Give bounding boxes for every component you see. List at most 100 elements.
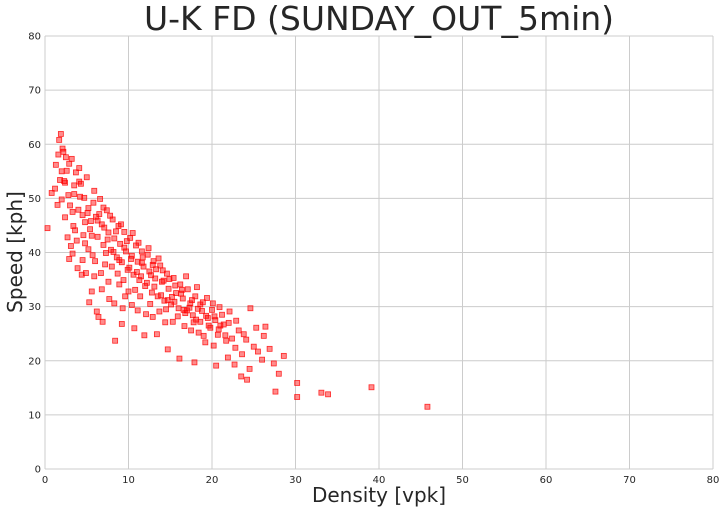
data-point [79, 212, 86, 219]
data-point [318, 389, 325, 396]
data-point [58, 168, 65, 175]
data-point [106, 296, 113, 302]
data-point [88, 232, 95, 239]
data-point [246, 365, 253, 372]
y-tick-label: 50 [28, 194, 41, 205]
data-point [161, 297, 168, 304]
data-point [177, 281, 184, 288]
data-point [76, 178, 83, 185]
data-point [116, 257, 123, 263]
data-point [99, 318, 106, 325]
x-tick-labels: 0 10 20 30 40 50 60 70 80 [42, 475, 720, 486]
data-point [141, 332, 148, 339]
data-points [44, 131, 431, 410]
data-point [164, 270, 170, 277]
data-point [108, 263, 115, 270]
data-point [126, 264, 133, 271]
data-point [212, 317, 219, 324]
data-point [44, 225, 51, 232]
x-axis-label: Density [vpk] [312, 483, 446, 507]
data-point [135, 239, 142, 246]
data-point [132, 286, 139, 293]
data-point [188, 327, 195, 334]
data-point [244, 376, 250, 383]
y-tick-label: 80 [28, 32, 41, 43]
data-point [136, 277, 143, 284]
data-point [247, 305, 254, 312]
data-point [97, 196, 104, 202]
data-point [98, 270, 104, 276]
data-point [69, 250, 76, 257]
data-point [83, 270, 89, 276]
data-point [54, 201, 61, 208]
x-tick-label: 40 [373, 475, 386, 486]
data-point [85, 205, 92, 212]
data-point [56, 137, 63, 143]
data-point [139, 254, 146, 261]
data-point [262, 323, 269, 330]
y-tick-label: 40 [28, 248, 41, 259]
data-point [217, 322, 224, 329]
data-point [58, 196, 65, 203]
data-point [220, 321, 227, 328]
data-point [176, 355, 183, 362]
data-point [111, 300, 118, 307]
data-point [194, 284, 200, 291]
data-point [223, 337, 230, 344]
data-point [118, 221, 124, 228]
data-point [224, 354, 231, 361]
data-point [105, 229, 112, 236]
data-point [123, 238, 130, 245]
y-axis-label: Speed [kph] [3, 191, 27, 313]
data-point [128, 252, 135, 259]
data-point [81, 194, 88, 201]
data-point [226, 308, 233, 315]
data-point [164, 297, 171, 304]
data-point [207, 324, 214, 331]
data-point [192, 293, 199, 300]
data-point [98, 286, 105, 293]
data-point [120, 277, 127, 284]
data-point [174, 313, 181, 320]
data-point [69, 209, 76, 215]
data-point [62, 214, 68, 221]
data-point [71, 191, 78, 197]
data-point [121, 244, 128, 251]
data-point [294, 394, 301, 400]
data-point [181, 323, 188, 330]
data-point [95, 314, 102, 320]
data-point [88, 288, 95, 295]
data-point [148, 272, 154, 279]
data-point [70, 223, 77, 229]
data-point [88, 218, 94, 225]
data-point [102, 261, 109, 268]
data-point [91, 187, 98, 194]
data-point [175, 305, 182, 312]
data-point [71, 182, 78, 189]
x-tick-label: 70 [623, 475, 636, 486]
data-point [100, 204, 107, 211]
data-point [84, 210, 91, 216]
data-point [85, 246, 92, 253]
x-tick-label: 30 [289, 475, 302, 486]
data-point [232, 344, 239, 351]
data-point [166, 276, 173, 282]
data-point [270, 360, 277, 367]
data-point [294, 380, 301, 386]
data-point [82, 240, 88, 247]
data-point [138, 248, 145, 255]
data-point [142, 283, 149, 289]
y-tick-label: 20 [28, 356, 41, 367]
data-point [82, 219, 88, 226]
data-point [128, 256, 134, 262]
data-point [213, 362, 220, 369]
data-point [133, 269, 140, 275]
data-point [164, 346, 171, 353]
data-point [129, 230, 136, 236]
data-point [189, 297, 195, 304]
data-point [233, 317, 240, 324]
data-point [138, 273, 144, 280]
data-point [134, 307, 141, 314]
data-point [64, 234, 71, 241]
